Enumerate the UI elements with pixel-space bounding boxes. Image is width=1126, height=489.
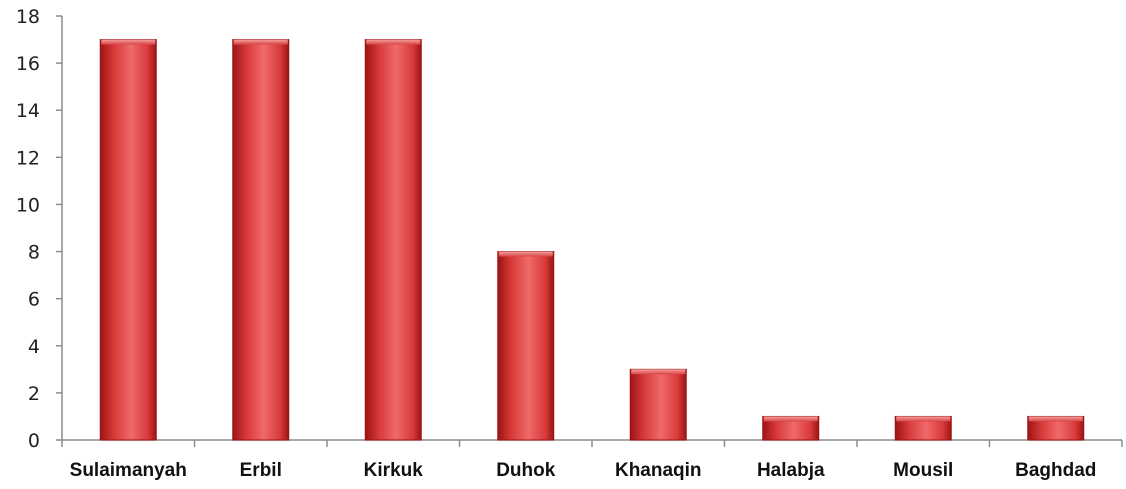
x-tick-label: Halabja bbox=[757, 460, 825, 481]
bar-baghdad bbox=[1027, 415, 1085, 441]
x-tick-label: Mousil bbox=[893, 460, 953, 481]
y-tick-label: 10 bbox=[16, 194, 40, 216]
y-axis: 0 2 4 6 8 10 12 14 16 18 bbox=[16, 6, 63, 452]
bar-khanaqin bbox=[629, 368, 687, 441]
bar-duhok bbox=[497, 251, 555, 441]
bar-top-highlight bbox=[1028, 416, 1083, 422]
x-tick-label: Erbil bbox=[240, 460, 282, 481]
bar-halabja bbox=[762, 415, 820, 441]
x-tick-label: Sulaimanyah bbox=[70, 460, 187, 481]
bar-top-highlight bbox=[896, 416, 951, 422]
bar bbox=[629, 368, 687, 441]
bar-top-highlight bbox=[631, 369, 686, 375]
x-tick-label: Kirkuk bbox=[364, 460, 424, 481]
bar bbox=[497, 251, 555, 441]
y-tick-label: 0 bbox=[28, 430, 40, 452]
bar-series bbox=[99, 39, 1085, 441]
y-tick-label: 4 bbox=[28, 336, 40, 358]
bar-erbil bbox=[232, 39, 290, 441]
y-tick-label: 16 bbox=[16, 53, 40, 75]
bar-top-highlight bbox=[366, 39, 421, 45]
y-tick-label: 8 bbox=[28, 242, 40, 264]
bar-top-highlight bbox=[763, 416, 818, 422]
bar-mousil bbox=[894, 415, 952, 441]
x-tick-label: Duhok bbox=[496, 460, 556, 481]
bar bbox=[232, 39, 290, 441]
y-tick-label: 6 bbox=[28, 289, 40, 311]
bar bbox=[99, 39, 157, 441]
bar-top-highlight bbox=[498, 251, 553, 257]
x-tick-label: Khanaqin bbox=[615, 460, 702, 481]
y-tick-label: 18 bbox=[16, 6, 40, 28]
x-tick-label: Baghdad bbox=[1015, 460, 1096, 481]
bar bbox=[364, 39, 422, 441]
x-axis: Sulaimanyah Erbil Kirkuk Duhok Khanaqin Halab… bbox=[61, 439, 1123, 481]
y-tick-label: 2 bbox=[28, 383, 40, 405]
y-tick-label: 14 bbox=[16, 100, 40, 122]
bar-sulaimanyah bbox=[99, 39, 157, 441]
bar-kirkuk bbox=[364, 39, 422, 441]
bar-top-highlight bbox=[233, 39, 288, 45]
bar-top-highlight bbox=[101, 39, 156, 45]
y-tick-label: 12 bbox=[16, 147, 40, 169]
